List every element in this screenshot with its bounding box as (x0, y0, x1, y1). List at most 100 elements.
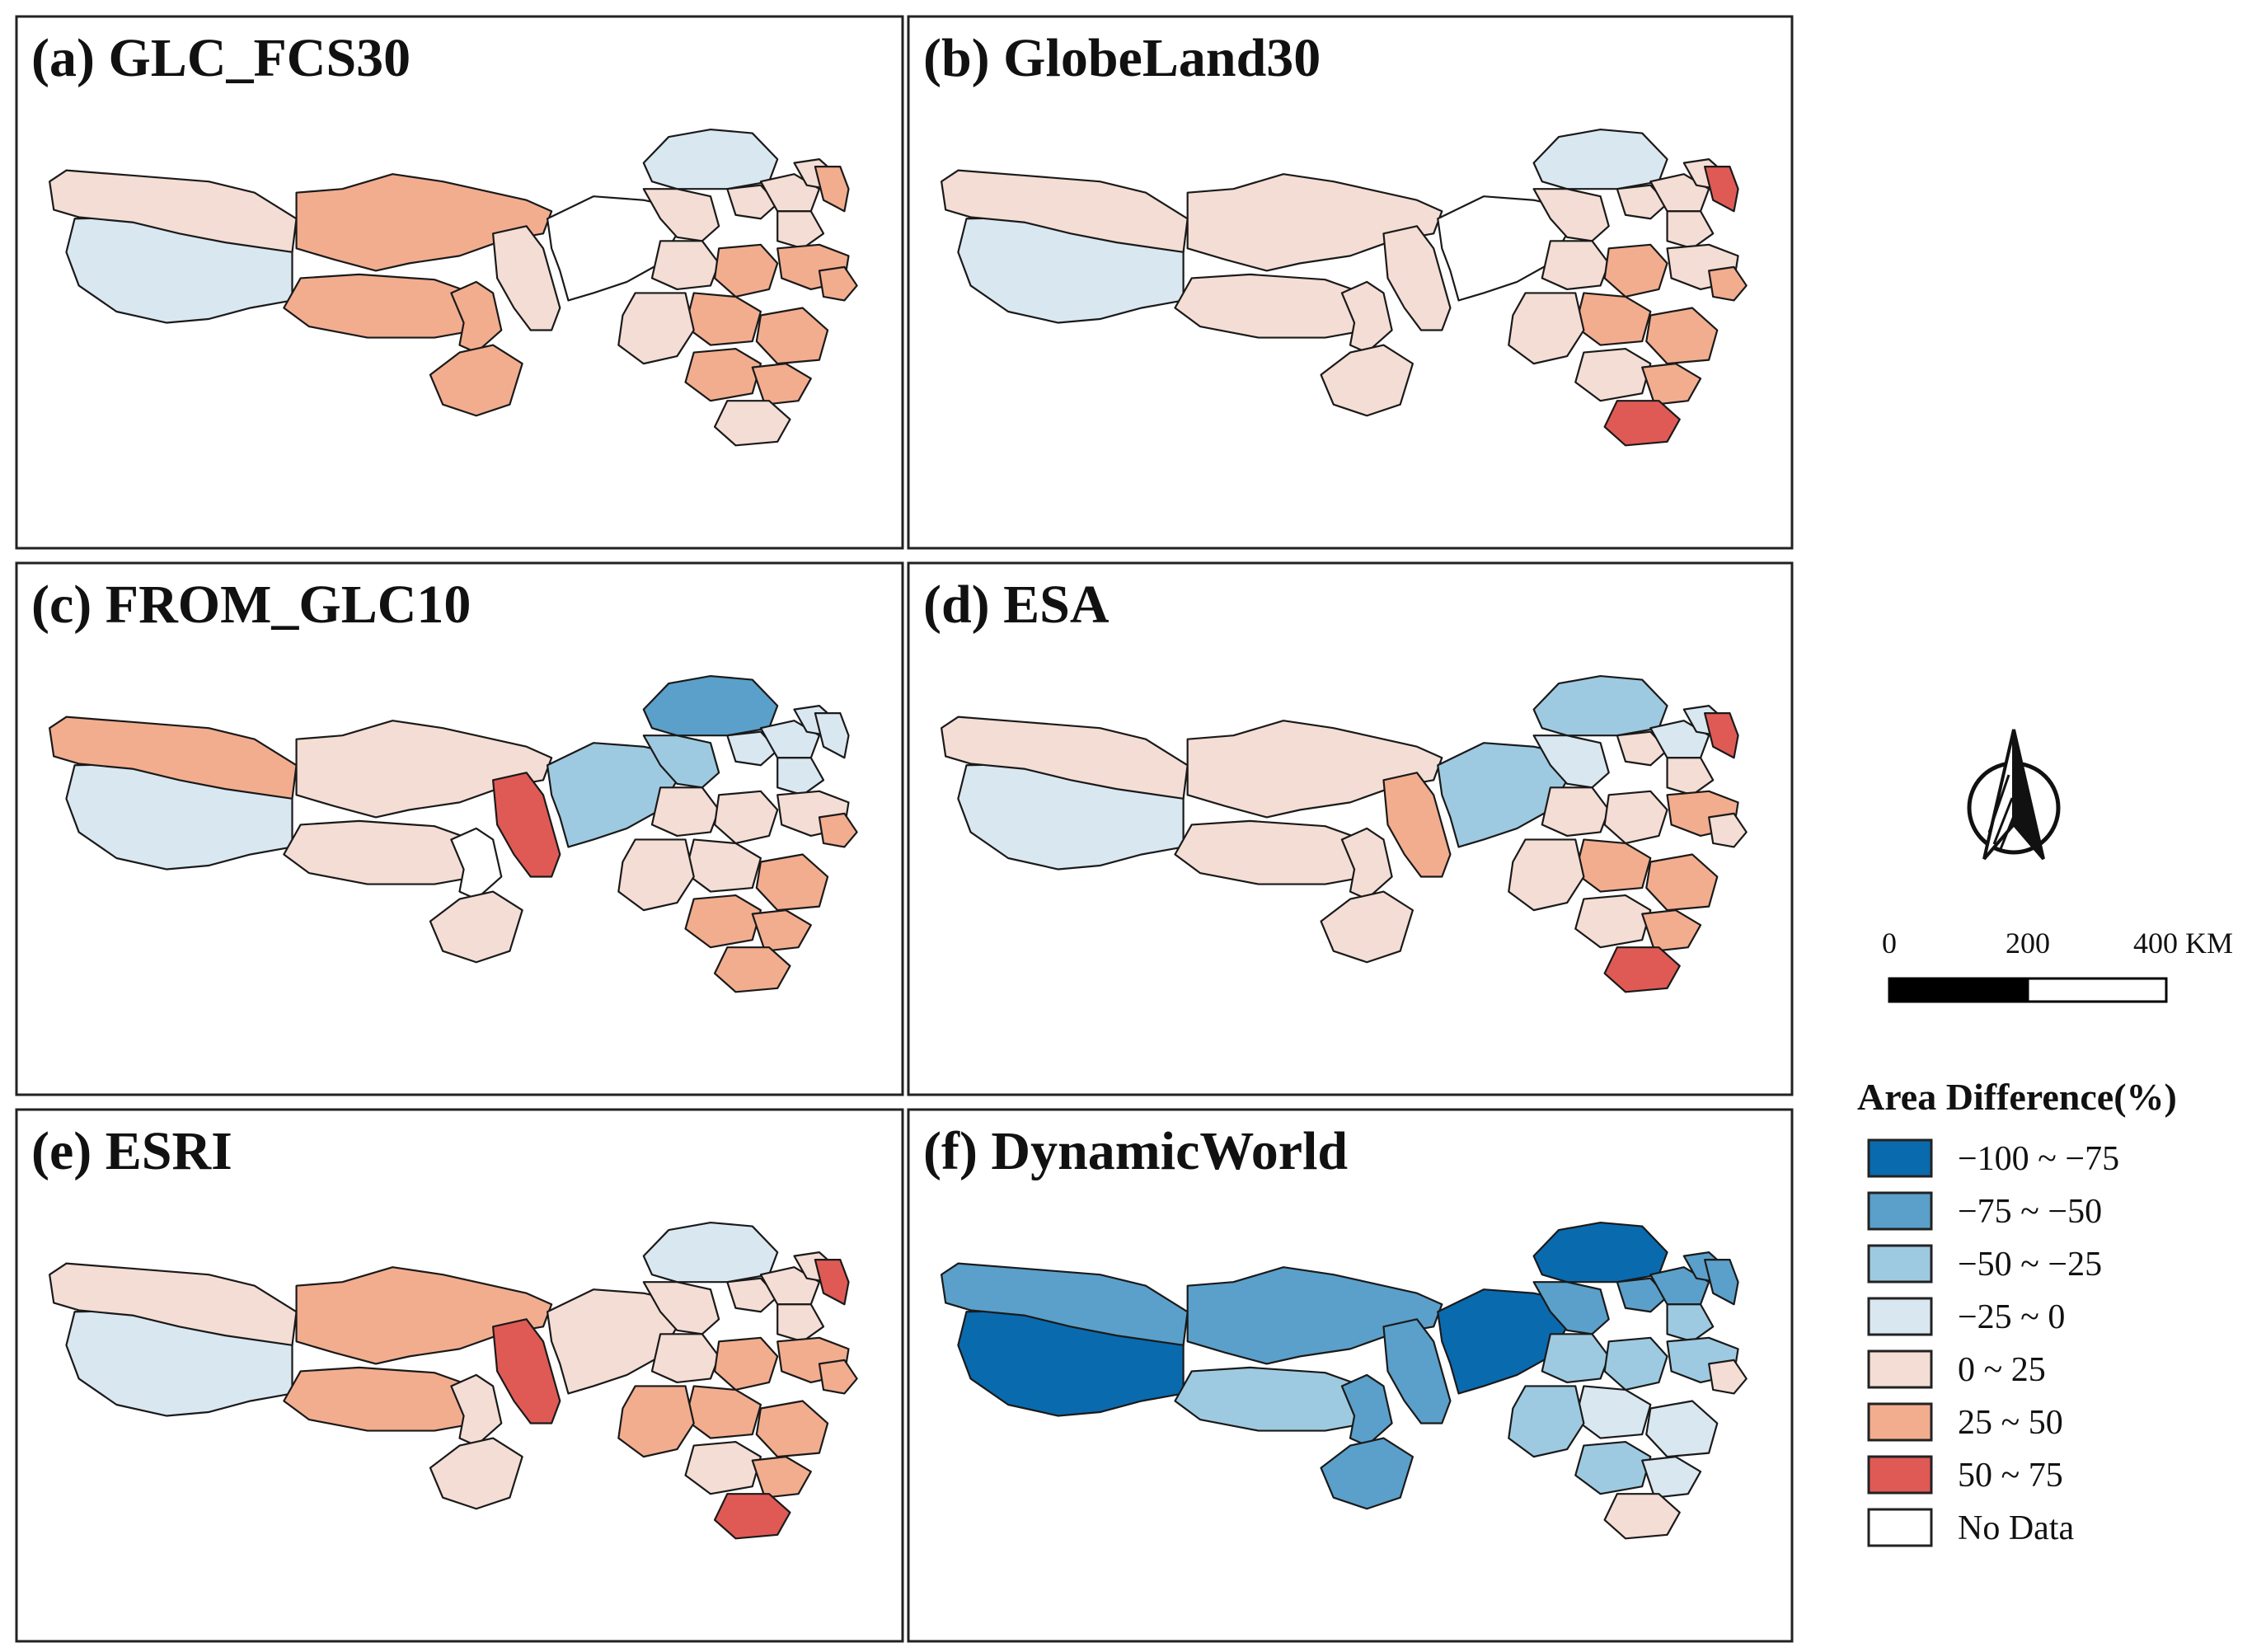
region-4 (1342, 282, 1392, 353)
legend-swatch (1867, 1508, 1933, 1547)
map-panel-c: (c) FROM_GLC10 (15, 561, 904, 1096)
legend-label: No Data (1958, 1509, 2074, 1547)
region-1 (941, 1264, 1188, 1345)
region-8 (1534, 676, 1668, 735)
region-16 (715, 245, 777, 297)
panel-title: (f) DynamicWorld (923, 1121, 1348, 1181)
region-12 (777, 1304, 823, 1341)
region-16 (715, 791, 777, 843)
region-11 (1650, 1267, 1709, 1304)
region-8 (644, 1223, 777, 1282)
region-24 (1709, 814, 1747, 847)
panel-frame (15, 15, 904, 550)
region-10 (727, 1279, 777, 1312)
panel-title: (c) FROM_GLC10 (31, 575, 471, 635)
region-12 (777, 758, 823, 795)
scale-bar: 0 200 400 KM (1882, 927, 2233, 1003)
region-7 (547, 196, 677, 300)
region-11 (761, 720, 819, 758)
region-16 (1605, 245, 1668, 297)
region-18 (686, 293, 761, 345)
region-10 (727, 732, 777, 766)
region-5 (430, 345, 523, 416)
region-10 (1617, 732, 1668, 766)
region-5 (1321, 345, 1413, 416)
scale-bar-black-segment (1888, 977, 2029, 1003)
panel-frame (907, 15, 1794, 550)
region-map (941, 129, 1747, 445)
region-15 (652, 241, 719, 289)
region-5 (430, 892, 523, 963)
region-4 (1342, 828, 1392, 899)
scale-label-400: 400 KM (2133, 927, 2233, 960)
region-24 (1709, 1360, 1747, 1394)
region-14 (815, 167, 849, 211)
region-22 (1642, 364, 1701, 405)
region-14 (815, 713, 849, 758)
legend-title: Area Difference(%) (1857, 1076, 2177, 1118)
region-19 (1508, 293, 1583, 364)
region-20 (757, 307, 828, 364)
region-3 (1175, 275, 1367, 338)
region-24 (819, 1360, 857, 1394)
region-18 (1575, 293, 1650, 345)
region-1 (941, 717, 1188, 799)
region-21 (686, 895, 761, 947)
region-2 (297, 174, 552, 270)
region-14 (1705, 1260, 1738, 1304)
region-map (49, 676, 856, 992)
region-7 (547, 743, 677, 847)
region-6 (1383, 226, 1450, 330)
region-5 (430, 1438, 523, 1509)
region-9 (1534, 1282, 1609, 1334)
region-22 (1642, 1457, 1701, 1498)
region-21 (686, 1442, 761, 1494)
region-2 (297, 720, 552, 817)
region-10 (1617, 185, 1668, 219)
map-panel-a: (a) GLC_FCS30 (15, 15, 904, 550)
region-21 (1575, 349, 1650, 401)
panel-title: (e) ESRI (31, 1121, 232, 1181)
region-14 (815, 1260, 849, 1304)
legend-label: 25 ~ 50 (1958, 1404, 2063, 1442)
region-8 (644, 676, 777, 735)
panel-title: (a) GLC_FCS30 (31, 28, 411, 88)
scale-label-0: 0 (1882, 927, 1897, 960)
region-9 (1534, 189, 1609, 241)
region-10 (727, 185, 777, 219)
region-19 (1508, 1386, 1583, 1457)
region-23 (715, 401, 790, 445)
region-15 (1542, 787, 1609, 836)
region-4 (451, 282, 501, 353)
region-4 (451, 828, 501, 899)
region-9 (1534, 735, 1609, 787)
region-1 (941, 171, 1188, 252)
region-3 (284, 275, 476, 338)
scale-label-200: 200 (2006, 927, 2050, 960)
region-9 (644, 1282, 719, 1334)
region-4 (1342, 1375, 1392, 1446)
region-15 (1542, 1334, 1609, 1382)
panel-frame (15, 561, 904, 1096)
region-4 (451, 1375, 501, 1446)
region-12 (1668, 758, 1714, 795)
region-8 (644, 129, 777, 189)
legend-label: −100 ~ −75 (1958, 1140, 2119, 1178)
region-11 (761, 174, 819, 211)
region-map (49, 1223, 856, 1538)
region-22 (753, 910, 811, 951)
region-15 (652, 1334, 719, 1382)
legend-swatch (1867, 1191, 1933, 1231)
region-9 (644, 735, 719, 787)
region-12 (777, 211, 823, 248)
region-20 (757, 854, 828, 910)
panel-title: (b) GlobeLand30 (923, 28, 1321, 88)
scale-bar-white-segment (2026, 977, 2168, 1003)
region-6 (493, 772, 560, 876)
legend-label: −25 ~ 0 (1958, 1298, 2065, 1336)
legend-label: 0 ~ 25 (1958, 1351, 2046, 1389)
region-9 (644, 189, 719, 241)
region-21 (1575, 1442, 1650, 1494)
map-panel-e: (e) ESRI (15, 1108, 904, 1643)
